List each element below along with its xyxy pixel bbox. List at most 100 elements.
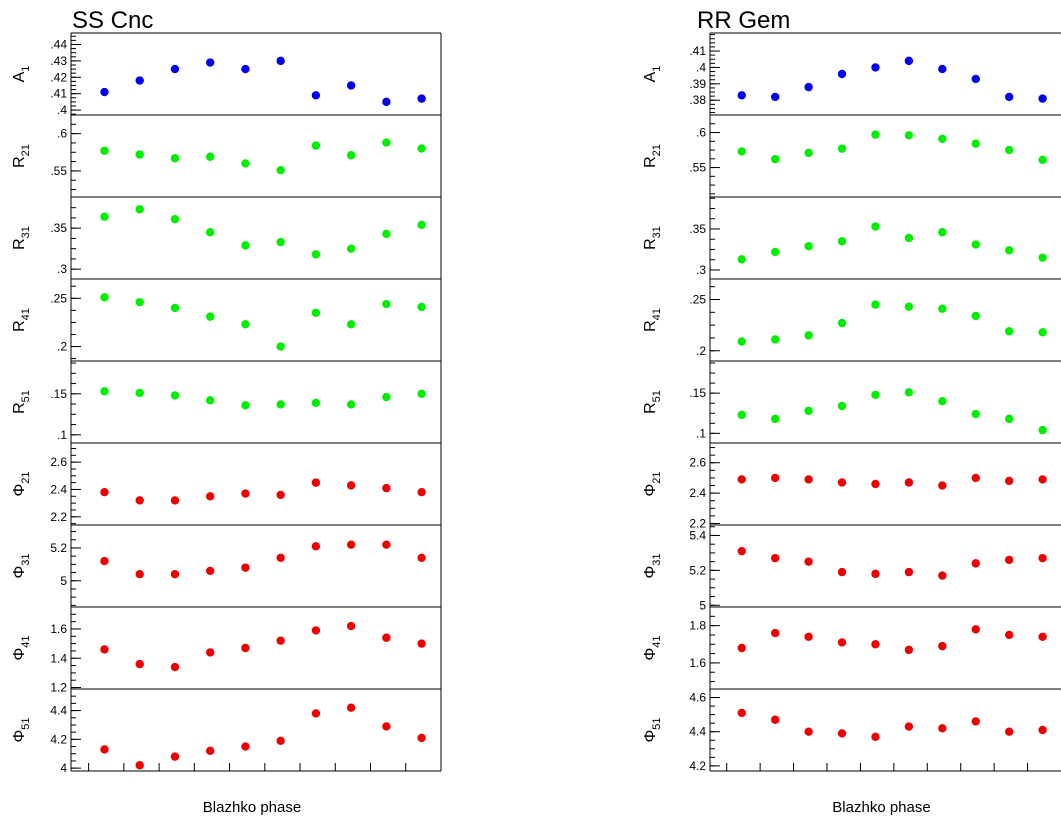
data-point [241,489,250,498]
panel-r51: .1 .15 R51 [11,362,441,444]
data-point [311,141,321,150]
data-point [971,559,980,568]
y-tick-label: 2.2 [689,516,706,530]
data-point [770,335,780,344]
y-tick-label: .2 [696,344,706,358]
y-tick-label: 1.6 [689,656,706,670]
data-point [276,553,285,562]
data-point [938,64,947,74]
data-point [135,150,144,159]
data-point [1038,632,1047,642]
data-point [170,662,180,672]
data-point [1038,725,1047,735]
data-point [837,237,847,246]
data-point [417,553,426,562]
y-tick-label: 1.2 [50,681,67,695]
data-point [938,481,947,490]
data-point [135,388,144,398]
y-tick-label: 4 [60,761,67,775]
data-point [871,640,880,649]
data-point [1004,92,1014,102]
data-point [737,147,746,156]
data-point [382,392,391,402]
data-point [804,406,813,416]
data-point [100,87,109,97]
data-point [382,483,391,493]
y-axis-label: Φ31 [11,553,32,578]
data-point [971,625,980,634]
data-point [938,724,947,733]
data-point [804,727,813,736]
data-point [241,241,250,250]
y-tick-label: 4.2 [689,759,706,773]
data-point [100,212,109,221]
y-axis-label: R21 [642,144,663,168]
data-point [904,131,914,140]
data-point [382,722,391,731]
y-tick-label: 2.6 [50,455,67,469]
data-point [170,752,180,761]
data-point [1004,414,1014,424]
data-point [417,94,426,103]
panel-phi51: 4 4.2 4.4 Φ51 [11,695,441,775]
y-tick-label: .55 [50,164,67,178]
data-point [1038,253,1047,262]
data-point [871,569,880,579]
data-point [837,401,847,411]
y-axis-label: Φ41 [642,635,663,660]
y-axis-label: A1 [642,66,663,83]
data-point [770,715,780,724]
data-point [1004,476,1014,486]
data-point [241,643,250,653]
y-axis-label: Φ21 [11,471,32,496]
data-point [737,337,746,346]
chart-ss-cnc: SS Cnc Blazhko phase .4 .41 .42 .43 .44 A1 .55… [11,7,442,816]
data-point [170,391,180,400]
data-point [382,138,391,147]
data-point [100,488,109,497]
panel-r21: .55 .6 R21 [642,123,1061,198]
data-point [971,409,980,419]
x-axis-label: Blazhko phase [832,799,930,816]
data-point [804,148,813,158]
data-point [311,542,321,551]
data-point [1004,727,1014,736]
y-tick-label: .25 [50,291,67,305]
data-point [770,92,780,102]
panel-phi41: 1.6 1.8 Φ41 [642,615,1061,690]
y-tick-label: .1 [57,428,67,442]
y-tick-label: .3 [57,262,67,276]
data-point [871,222,880,231]
y-axis-label: R41 [642,308,663,332]
data-point [904,478,914,487]
data-point [417,389,426,398]
data-point [737,643,746,653]
data-point [100,387,109,396]
data-point [276,400,285,409]
data-point [804,242,813,251]
data-point [205,396,215,405]
data-point [770,553,780,563]
data-point [938,571,947,580]
data-point [904,388,914,397]
data-point [311,250,321,259]
data-point [311,308,321,317]
data-point [417,639,426,648]
data-point [276,342,285,351]
panel-phi21: 2.2 2.4 2.6 Φ21 [11,447,441,526]
y-tick-label: .1 [696,426,706,440]
panel-a1: .4 .41 .42 .43 .44 A1 [11,35,441,117]
y-tick-label: .39 [689,77,706,91]
y-axis-label: Φ31 [642,553,663,578]
data-point [737,91,746,100]
data-point [100,146,109,155]
y-tick-label: .35 [689,222,706,236]
data-point [837,638,847,647]
data-point [205,648,215,657]
y-tick-label: .4 [696,60,706,74]
data-point [205,312,215,321]
data-point [100,293,109,302]
data-point [241,64,250,74]
data-point [1038,425,1047,435]
